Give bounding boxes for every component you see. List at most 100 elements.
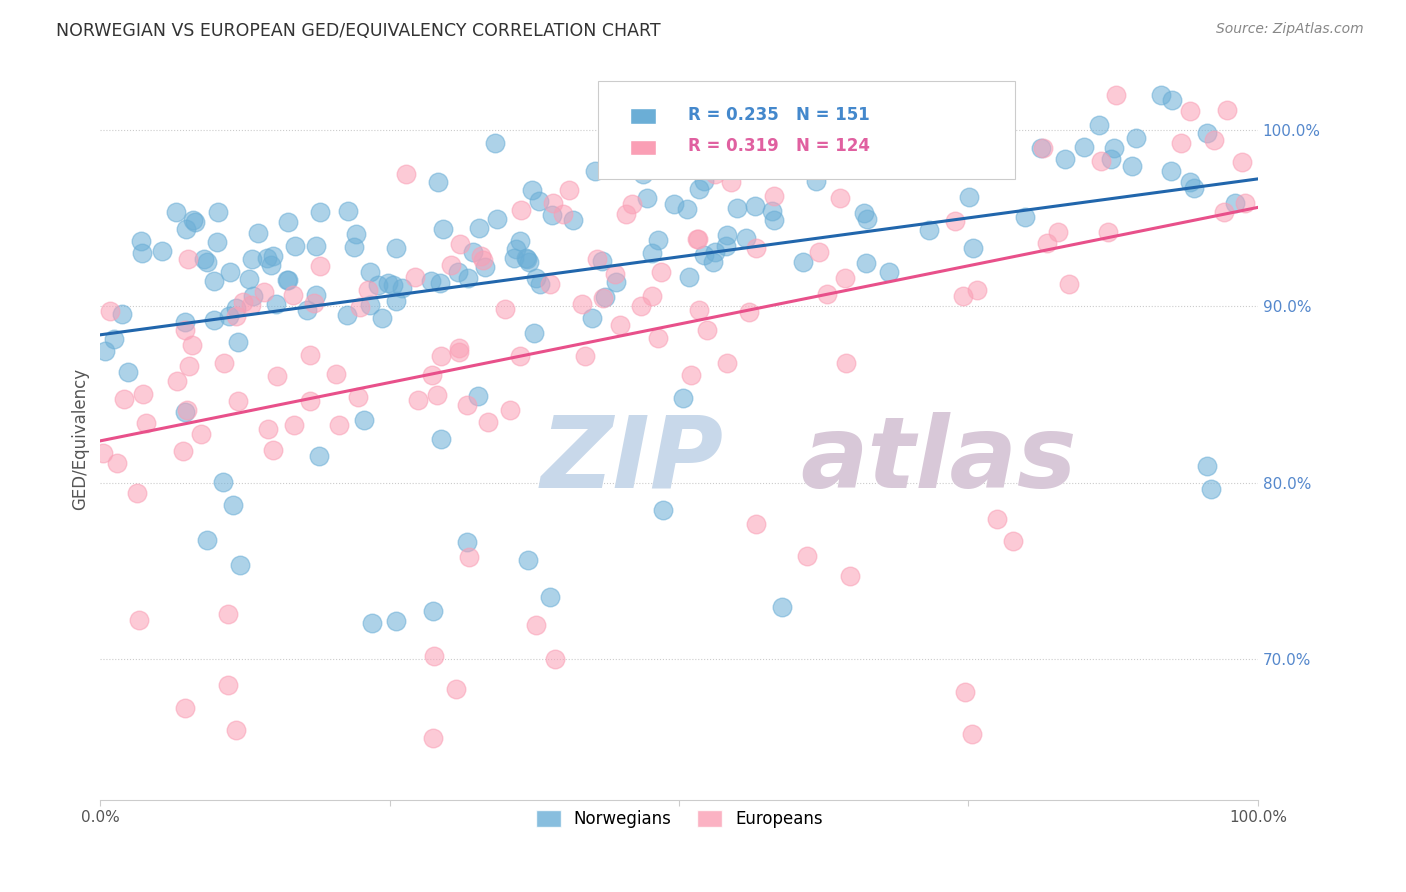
Point: [242, 289, 264, 303]
Point: [344, 227, 367, 242]
Point: [1032, 141, 1054, 155]
Point: [193, 252, 215, 267]
Point: [181, 213, 204, 227]
Point: [636, 191, 658, 205]
FancyBboxPatch shape: [598, 81, 1015, 178]
Point: [1204, 133, 1226, 147]
Point: [429, 276, 451, 290]
Point: [716, 227, 738, 242]
Bar: [630, 108, 657, 124]
Point: [253, 285, 276, 299]
Point: [821, 118, 844, 132]
Point: [183, 214, 205, 228]
Point: [458, 550, 481, 565]
Point: [98, 303, 121, 318]
Point: [229, 558, 252, 573]
Point: [430, 349, 453, 363]
Point: [264, 297, 287, 311]
Point: [1046, 225, 1069, 239]
Point: [1150, 88, 1173, 103]
Point: [1212, 205, 1234, 219]
Point: [105, 456, 128, 470]
Point: [650, 265, 672, 279]
Point: [591, 254, 613, 268]
Point: [641, 289, 664, 303]
Point: [592, 291, 614, 305]
Point: [509, 349, 531, 363]
Point: [1105, 88, 1128, 103]
Point: [468, 220, 491, 235]
Point: [173, 405, 195, 419]
Point: [135, 416, 157, 430]
Point: [738, 304, 761, 318]
Point: [423, 649, 446, 664]
Point: [553, 207, 575, 221]
Point: [218, 265, 240, 279]
Point: [652, 503, 675, 517]
Point: [630, 299, 652, 313]
Point: [796, 549, 818, 564]
Point: [621, 197, 644, 211]
Point: [538, 277, 561, 291]
Point: [226, 334, 249, 349]
Point: [429, 432, 451, 446]
Point: [93, 344, 115, 359]
Point: [688, 303, 710, 318]
Point: [672, 392, 695, 406]
Point: [205, 235, 228, 249]
Text: ZIP: ZIP: [540, 411, 723, 508]
Point: [325, 367, 347, 381]
Point: [714, 239, 737, 253]
Point: [276, 273, 298, 287]
Point: [544, 651, 567, 665]
Point: [449, 345, 471, 359]
Point: [1031, 141, 1053, 155]
Point: [381, 278, 404, 293]
Point: [1088, 118, 1111, 132]
Point: [117, 365, 139, 379]
Point: [953, 685, 976, 699]
Point: [834, 270, 856, 285]
Point: [298, 348, 321, 362]
Point: [841, 158, 863, 172]
Point: [614, 207, 637, 221]
Point: [444, 681, 467, 696]
Legend: Norwegians, Europeans: Norwegians, Europeans: [529, 803, 830, 835]
Point: [1097, 225, 1119, 239]
Point: [516, 553, 538, 567]
Point: [1178, 175, 1201, 189]
Point: [526, 271, 548, 285]
Point: [449, 236, 471, 251]
Point: [1073, 140, 1095, 154]
Point: [664, 197, 686, 211]
Point: [328, 418, 350, 433]
Point: [647, 233, 669, 247]
Point: [377, 276, 399, 290]
Point: [761, 204, 783, 219]
Point: [281, 288, 304, 302]
Point: [509, 203, 531, 218]
Point: [834, 356, 856, 370]
Point: [238, 272, 260, 286]
Point: [1199, 482, 1222, 496]
Point: [647, 331, 669, 345]
Point: [1180, 103, 1202, 118]
Point: [1216, 103, 1239, 117]
Point: [309, 205, 332, 219]
Point: [484, 136, 506, 151]
Point: [498, 402, 520, 417]
Point: [131, 246, 153, 260]
Point: [262, 249, 284, 263]
Point: [298, 394, 321, 409]
Point: [485, 212, 508, 227]
Text: atlas: atlas: [800, 411, 1077, 508]
Point: [225, 309, 247, 323]
Point: [128, 613, 150, 627]
Point: [574, 349, 596, 363]
Point: [540, 208, 562, 222]
Point: [225, 723, 247, 737]
Point: [103, 332, 125, 346]
Point: [1035, 236, 1057, 251]
Point: [688, 182, 710, 196]
Point: [763, 212, 786, 227]
